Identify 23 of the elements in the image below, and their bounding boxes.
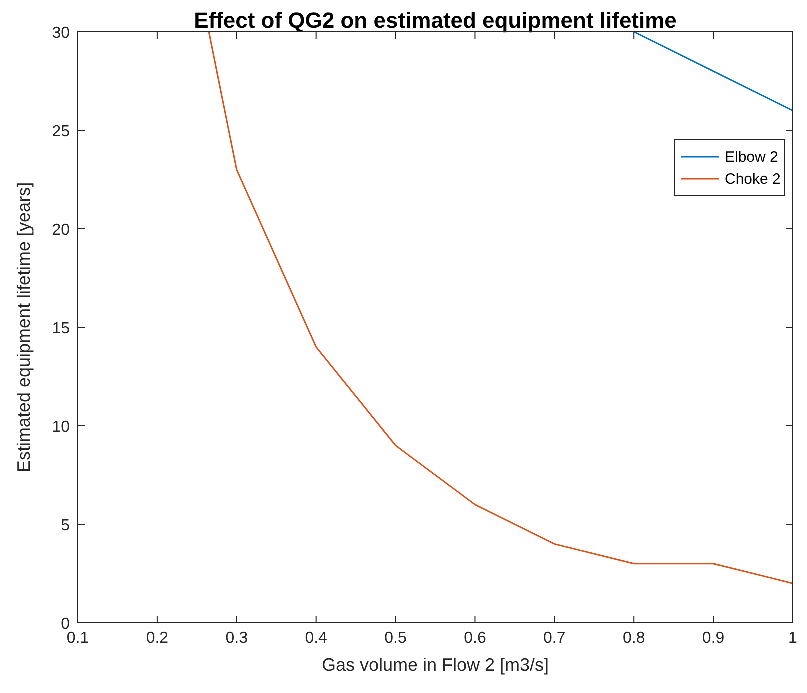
- line-series: [208, 32, 793, 584]
- x-tick-label: 0.5: [384, 630, 407, 647]
- y-tick-label: 20: [52, 222, 70, 239]
- y-tick-label: 0: [61, 616, 70, 633]
- x-tick-label: 0.7: [544, 630, 566, 647]
- x-tick-label: 0.9: [702, 630, 725, 647]
- x-tick-label: 0.3: [226, 630, 248, 647]
- y-tick-label: 25: [52, 124, 70, 140]
- x-axis-title: Gas volume in Flow 2 [m3/s]: [322, 655, 550, 675]
- legend-label: Choke 2: [725, 171, 781, 188]
- y-tick-label: 30: [52, 25, 70, 42]
- legend-label: Elbow 2: [725, 149, 778, 166]
- y-axis-title: Estimated equipment lifetime [years]: [14, 182, 34, 473]
- y-tick-label: 15: [52, 320, 70, 338]
- y-tick-label: 10: [52, 419, 70, 436]
- x-tick-label: 0.6: [464, 630, 486, 647]
- x-tick-label: 1: [788, 630, 798, 647]
- chart-title: Effect of QG2 on estimated equipment lifetime: [194, 8, 677, 33]
- x-tick-label: 0.4: [305, 630, 328, 647]
- y-tick-label: 5: [61, 518, 70, 534]
- x-tick-label: 0.1: [66, 630, 90, 647]
- x-tick-label: 0.2: [146, 630, 169, 647]
- x-tick-label: 0.8: [622, 630, 646, 647]
